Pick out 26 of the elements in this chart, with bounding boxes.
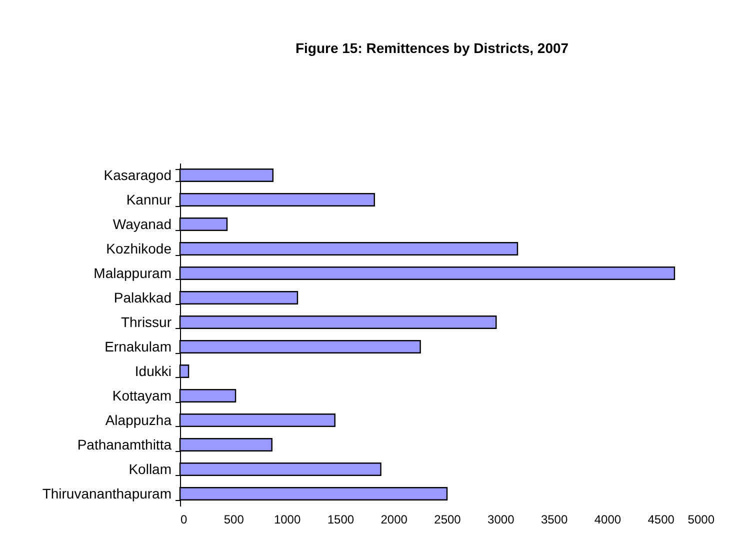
x-tick-label: 500: [224, 512, 244, 526]
y-tick-label: Kasaragod: [104, 166, 172, 183]
y-tick-label: Ernakulam: [104, 338, 172, 354]
y-tick-label: Idukki: [134, 362, 172, 379]
y-tick-label: Wayanad: [112, 216, 172, 232]
x-tick-label: 4000: [594, 512, 622, 526]
x-tick-label: 3500: [540, 512, 568, 526]
x-tick-label: 3000: [488, 512, 515, 526]
x-tick-label: 1000: [274, 512, 301, 526]
y-tick-label: Kollam: [128, 460, 172, 477]
x-tick-label: 2000: [380, 512, 408, 526]
chart-title: Figure 15: Remittences by Districts, 2007: [295, 40, 569, 56]
y-tick-label: Thiruvananthapuram: [42, 485, 172, 502]
x-tick-label: 0: [180, 512, 188, 526]
y-tick-label: Kottayam: [112, 387, 172, 404]
y-tick-label: Pathanamthitta: [77, 436, 172, 452]
x-tick-label: 4500: [648, 512, 675, 526]
x-tick-label: 1500: [327, 512, 354, 526]
y-tick-label: Thrissur: [120, 314, 172, 330]
y-tick-label: Malappuram: [94, 264, 172, 281]
y-tick-label: Kozhikode: [106, 240, 172, 256]
y-tick-label: Kannur: [126, 191, 172, 208]
x-tick-label: 2500: [434, 512, 462, 526]
y-tick-label: Alappuzha: [105, 412, 172, 428]
y-tick-label: Palakkad: [114, 289, 172, 306]
x-tick-label: 5000: [688, 512, 715, 526]
